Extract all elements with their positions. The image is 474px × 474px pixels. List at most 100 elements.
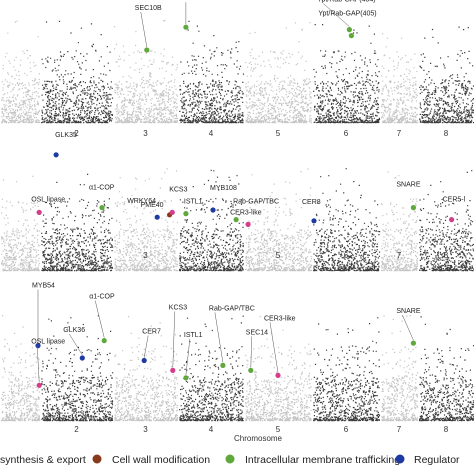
chromosome-7-points (381, 33, 419, 124)
legend-item: synthesis & export (0, 454, 86, 466)
x-tick-label: 3 (143, 129, 148, 138)
chromosome-dot-cloud (41, 20, 114, 124)
chromosome-dot-cloud (1, 20, 41, 124)
gene-label: ISTL1 (184, 332, 203, 339)
chromosome-dot-cloud (419, 170, 474, 272)
x-tick-label: 8 (444, 425, 449, 434)
chromosome-4-points (179, 169, 244, 272)
x-tick-label: 2 (74, 251, 79, 260)
chromosome-dot-cloud (313, 168, 381, 272)
chromosome-3-points (114, 168, 179, 272)
gene-label: SNARE (396, 308, 420, 315)
chromosome-dot-cloud (313, 24, 381, 124)
label-leader-line (36, 345, 40, 383)
gene-label: KCS3 (169, 186, 187, 193)
label-leader-line (140, 11, 148, 48)
chromosome-4-points (179, 315, 244, 422)
highlighted-gene-point (35, 343, 41, 349)
label-leader-line (94, 300, 105, 338)
x-axis-title: Chromosome (234, 434, 283, 443)
label-leader-line (69, 333, 83, 356)
legend-swatch (225, 454, 235, 464)
chromosome-6-points (313, 24, 381, 124)
highlighted-gene-point (449, 217, 455, 223)
highlighted-gene-point (410, 340, 416, 346)
highlighted-gene-point (410, 205, 416, 211)
highlighted-gene-point (36, 382, 42, 388)
chromosome-5-points (245, 22, 313, 124)
gene-label: OSL lipase (31, 196, 65, 203)
gene-label: SEC10B (135, 5, 162, 12)
chromosome-8-points (419, 316, 474, 422)
legend-swatch (395, 454, 405, 464)
chromosome-2-points (41, 315, 114, 422)
gene-label: Rab-GAP/TBC (209, 305, 255, 312)
chromosome-dot-cloud (419, 26, 474, 124)
label-leader-line (402, 314, 414, 341)
label-leader-line (185, 338, 191, 375)
chromosome-7-points (381, 315, 419, 422)
legend-item: Intracellular membrane trafficking (225, 454, 400, 466)
gene-label: GLK36 (63, 327, 85, 334)
x-tick-label: 4 (209, 251, 214, 260)
chromosome-dot-cloud (41, 315, 114, 422)
chromosome-1-points (1, 175, 41, 272)
gene-label: CER8 (302, 199, 321, 206)
highlighted-gene-point (220, 362, 226, 368)
chromosome-dot-cloud (313, 317, 381, 422)
highlighted-gene-point (348, 33, 354, 39)
gene-label: α1-COP (89, 294, 115, 301)
highlighted-gene-point (79, 355, 85, 361)
chromosome-dot-cloud (114, 168, 179, 272)
x-tick-label: 6 (344, 425, 349, 434)
x-tick-label: 8 (444, 251, 449, 260)
x-tick-label: 6 (344, 129, 349, 138)
chromosome-2-points (41, 173, 114, 272)
chromosome-2-points (41, 20, 114, 124)
x-tick-label: 7 (397, 129, 402, 138)
panel-3: 2 3 4 5 6 7 8 MYB54 OSL lipase α1-COP GLK36 CER7 KCS… (1, 283, 474, 434)
gene-label: SEC14 (246, 329, 268, 336)
x-tick-label: 5 (276, 129, 281, 138)
legend-swatch (92, 454, 102, 464)
chromosome-4-points (179, 20, 245, 124)
gene-label: OSL lipase (31, 338, 65, 345)
chromosome-dot-cloud (419, 316, 474, 422)
label-leader-line (250, 336, 253, 368)
gene-label: CER3-like (230, 209, 262, 216)
x-tick-label: 6 (344, 251, 349, 260)
chromosome-1-points (1, 20, 41, 124)
chromosome-dot-cloud (179, 169, 244, 272)
highlighted-gene-point (311, 218, 317, 224)
highlighted-gene-point (183, 375, 189, 381)
x-tick-label: 2 (74, 425, 79, 434)
gene-label: ISTL1 (180, 0, 199, 2)
highlighted-gene-point (183, 24, 189, 30)
gene-label: MYB54 (32, 283, 55, 290)
chromosome-dot-cloud (179, 315, 244, 422)
highlighted-gene-point (144, 47, 150, 53)
gene-label: Ypt/Rab-GAP(405) (318, 11, 376, 18)
highlighted-gene-point (53, 152, 59, 158)
chromosome-dot-cloud (245, 22, 313, 124)
chromosome-8-points (419, 170, 474, 272)
highlighted-gene-point (36, 209, 42, 215)
gene-label: GLK35 (55, 132, 77, 139)
gene-label: CER7 (142, 329, 161, 336)
highlighted-gene-point (233, 217, 239, 223)
x-tick-label: 3 (143, 251, 148, 260)
x-tick-label: 3 (143, 425, 148, 434)
legend-label: synthesis & export (0, 454, 86, 466)
gene-label: CER5-l (443, 197, 466, 204)
gene-label: MYB108 (210, 185, 237, 192)
highlighted-gene-point (245, 221, 251, 227)
legend-label: Regulator (414, 454, 460, 466)
legend-label: Intracellular membrane trafficking (245, 454, 400, 466)
chromosome-dot-cloud (179, 20, 245, 124)
gene-label: PME40 (141, 202, 164, 209)
highlighted-gene-point (101, 338, 107, 344)
x-tick-label: 7 (397, 425, 402, 434)
legend: synthesis & export Cell wall modification… (0, 454, 460, 466)
highlighted-gene-point (169, 209, 175, 215)
